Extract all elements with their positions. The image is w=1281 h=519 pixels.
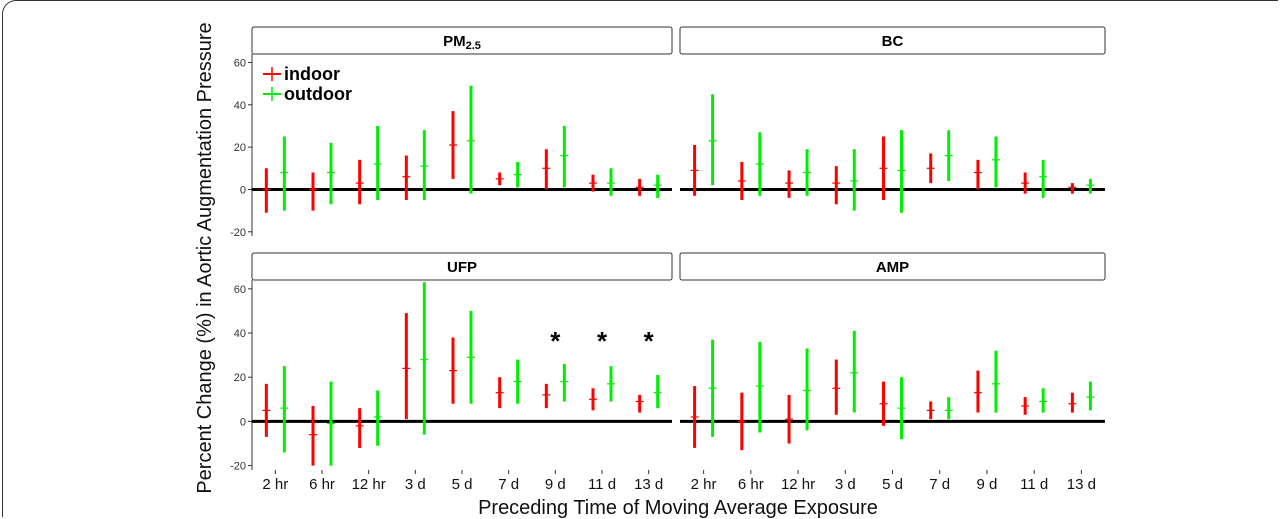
- y-tick-label: -20: [230, 227, 246, 239]
- x-tick-label: 11 d: [1020, 476, 1048, 493]
- x-tick-label: 5 d: [452, 476, 473, 493]
- legend-label: outdoor: [284, 84, 352, 104]
- y-axis-title: Percent Change (%) in Aortic Augmentatio…: [194, 22, 216, 493]
- y-tick-label: 40: [234, 100, 246, 112]
- x-tick-label: 9 d: [545, 476, 566, 493]
- panel-ufp: UFP -20 0 20 40 60 2 hr 6 hr 12 hr 3 d 5 d 7 d 9 d 11…: [230, 252, 673, 493]
- x-tick-label: 3 d: [835, 476, 856, 493]
- x-tick-label: 2 hr: [691, 476, 717, 493]
- panel-strip: [679, 26, 1106, 55]
- x-tick-label: 7 d: [929, 476, 950, 493]
- legend-item-indoor: indoor: [263, 64, 340, 84]
- panel-strip: [679, 252, 1106, 281]
- legend-label: indoor: [284, 64, 340, 84]
- panel-title: BC: [882, 33, 904, 50]
- panel-amp: AMP 2 hr 6 hr 12 hr 3 d 5 d 7 d 9 d 11 d 13 d: [679, 252, 1106, 493]
- y-tick-label: 20: [234, 372, 246, 384]
- panel-title-subscript: 2.5: [466, 40, 481, 52]
- panel-strip: [251, 26, 673, 55]
- legend-item-outdoor: outdoor: [263, 84, 352, 104]
- y-tick-label: 0: [240, 184, 246, 196]
- x-tick-label: 7 d: [498, 476, 519, 493]
- significance-star: *: [597, 326, 608, 356]
- panel-title: UFP: [447, 259, 477, 276]
- x-tick-label: 6 hr: [738, 476, 764, 493]
- x-tick-label: 6 hr: [309, 476, 335, 493]
- y-tick-label: 60: [234, 284, 246, 296]
- x-tick-label: 3 d: [405, 476, 426, 493]
- panel-strip: [251, 252, 673, 281]
- x-tick-label: 13 d: [634, 476, 663, 493]
- x-tick-label: 11 d: [588, 476, 616, 493]
- x-axis-title: Preceding Time of Moving Average Exposur…: [478, 497, 878, 519]
- x-tick-label: 13 d: [1067, 476, 1096, 493]
- x-tick-label: 5 d: [882, 476, 903, 493]
- x-tick-label: 2 hr: [262, 476, 288, 493]
- y-tick-label: 60: [234, 57, 246, 69]
- significance-star: *: [550, 326, 561, 356]
- y-tick-label: 40: [234, 328, 246, 340]
- y-tick-label: -20: [230, 461, 246, 473]
- y-tick-label: 0: [240, 416, 246, 428]
- y-tick-label: 20: [234, 142, 246, 154]
- panel-title: AMP: [876, 259, 909, 276]
- panel-bc: BC: [679, 26, 1106, 213]
- significance-star: *: [644, 326, 655, 356]
- x-tick-label: 12 hr: [352, 476, 386, 493]
- x-tick-label: 9 d: [977, 476, 998, 493]
- x-tick-label: 12 hr: [781, 476, 815, 493]
